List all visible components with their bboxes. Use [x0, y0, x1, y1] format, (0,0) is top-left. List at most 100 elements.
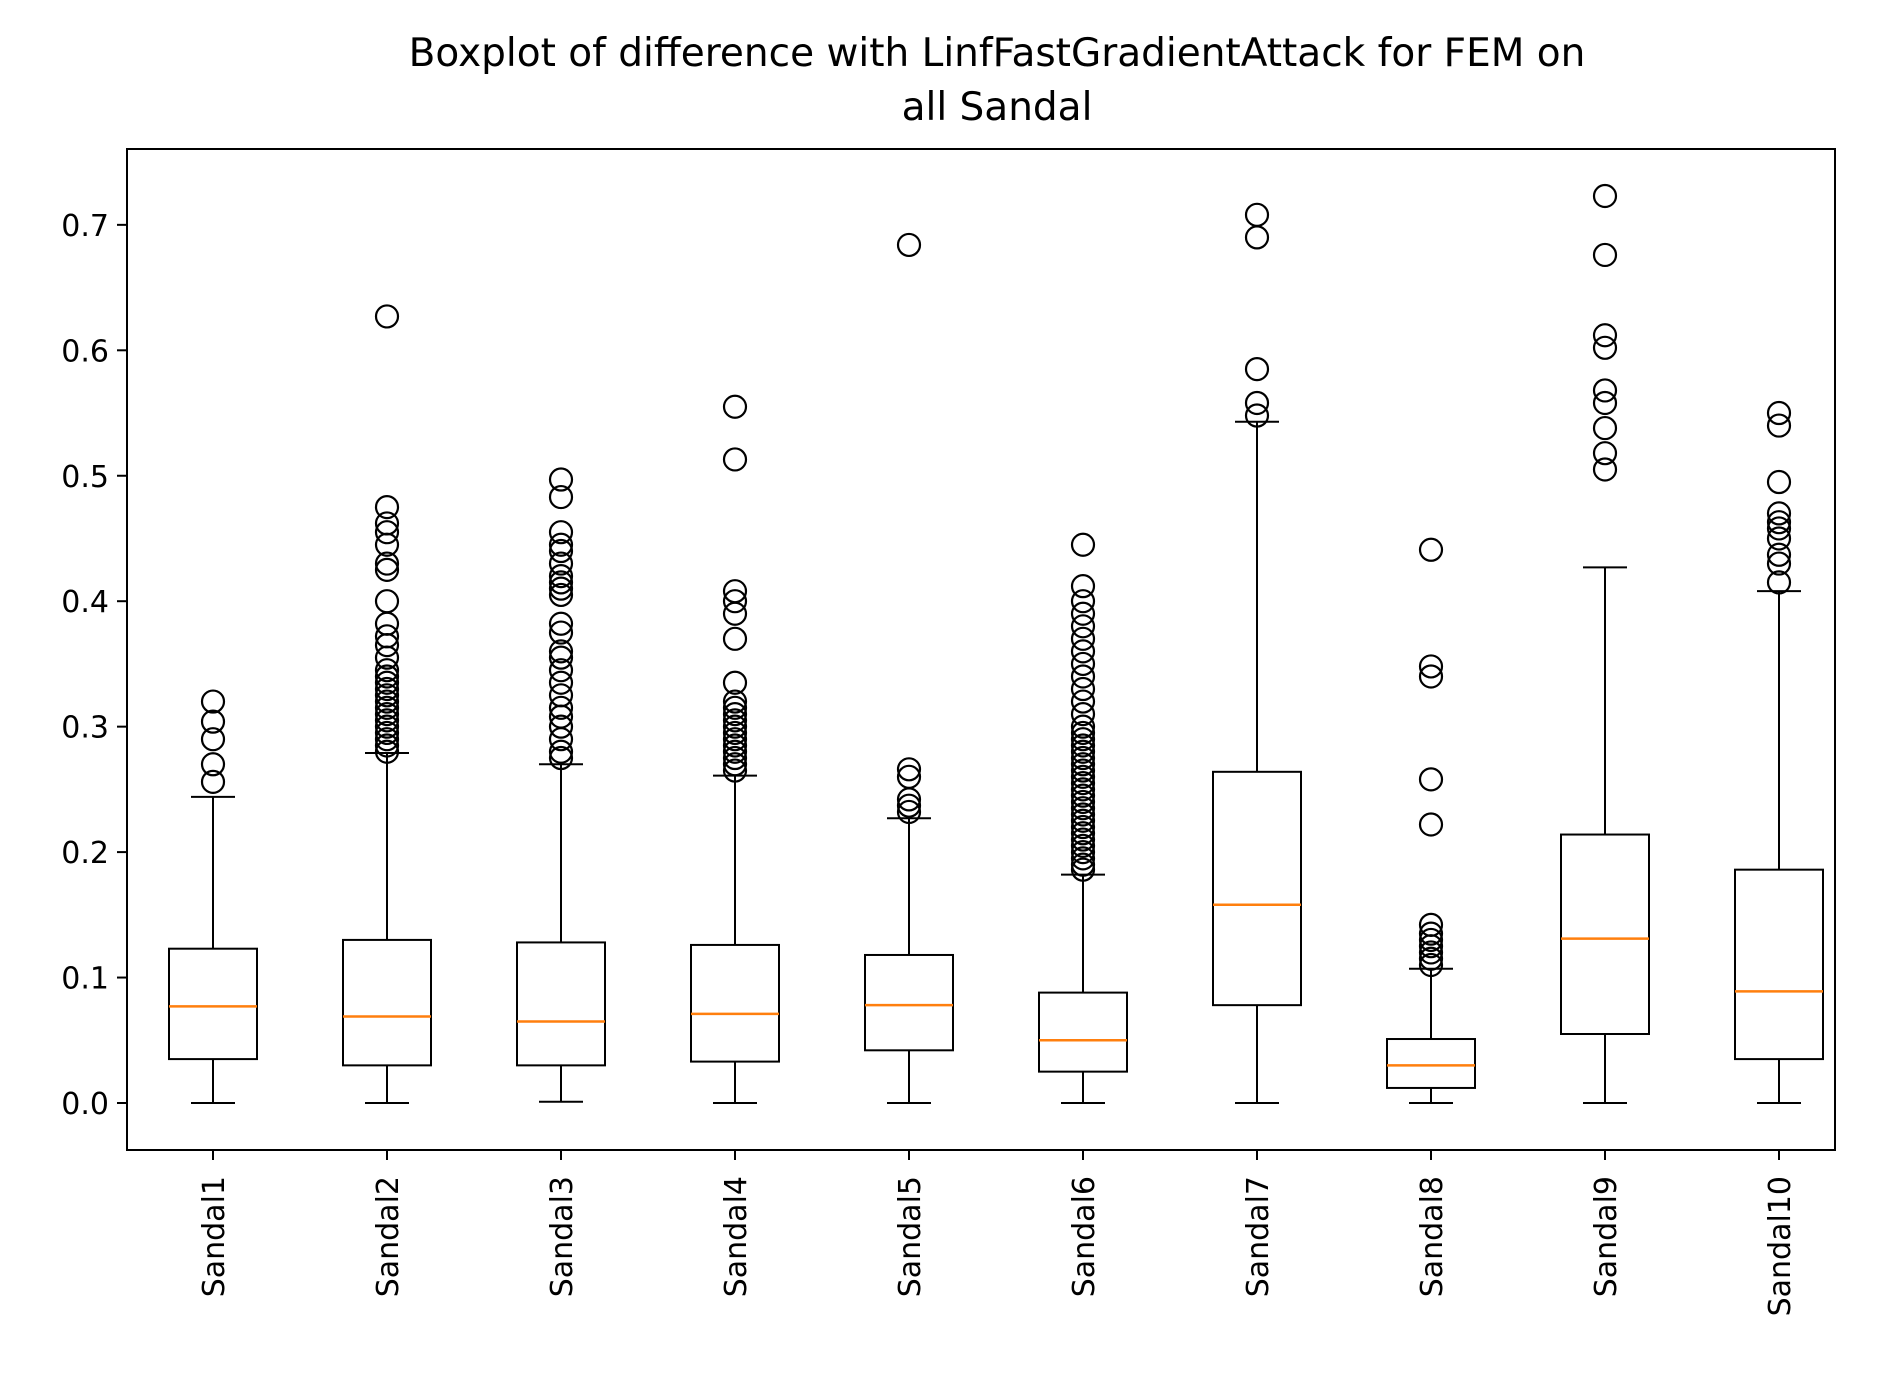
outlier-point: [1070, 783, 1096, 808]
outlier-point: [1592, 323, 1618, 348]
y-tick-label: 0.4: [61, 585, 109, 620]
outlier-point: [374, 676, 400, 702]
outlier-point: [1418, 654, 1444, 679]
outlier-point: [1070, 702, 1096, 727]
outlier-point: [1418, 952, 1444, 978]
outlier-point: [374, 304, 400, 329]
outlier-point: [1592, 441, 1618, 466]
outlier-point: [548, 645, 574, 670]
box-group-sandal6: [1038, 532, 1128, 1104]
outlier-point: [1070, 720, 1096, 746]
x-tick-label: Sandal6: [1067, 1176, 1102, 1297]
outlier-point: [1070, 814, 1096, 840]
outlier-point: [200, 752, 226, 777]
outlier-point: [1070, 651, 1096, 677]
x-tick-label: Sandal4: [719, 1176, 754, 1297]
outlier-point: [1070, 827, 1096, 852]
outlier-point: [722, 708, 748, 733]
y-tick-label: 0.5: [61, 460, 109, 495]
outlier-point: [374, 520, 400, 545]
outlier-point: [1070, 821, 1096, 846]
outlier-point: [200, 727, 226, 752]
outlier-point: [548, 739, 574, 764]
outlier-point: [548, 639, 574, 664]
outlier-point: [200, 769, 226, 794]
x-tick-label: Sandal9: [1589, 1176, 1624, 1297]
outlier-point: [722, 579, 748, 604]
box-iqr: [1038, 991, 1128, 1073]
outlier-point: [548, 695, 574, 720]
outlier-point: [722, 727, 748, 752]
outlier-point: [374, 733, 400, 758]
outlier-point: [1766, 400, 1792, 426]
outlier-point: [1070, 771, 1096, 796]
outlier-point: [1070, 758, 1096, 783]
outlier-point: [1070, 727, 1096, 752]
y-tick-label: 0.0: [61, 1087, 109, 1122]
box-group-sandal1: [168, 689, 258, 1104]
outlier-point: [722, 745, 748, 771]
outlier-point: [374, 727, 400, 752]
outlier-point: [1070, 664, 1096, 689]
outlier-point: [1070, 777, 1096, 802]
outlier-point: [722, 589, 748, 614]
outlier-point: [548, 576, 574, 601]
outlier-point: [548, 570, 574, 595]
box-group-sandal5: [864, 232, 954, 1104]
x-axis: Sandal1 Sandal2 Sandal3 Sandal4 Sandal5 Sanda…: [197, 1150, 1798, 1316]
outlier-point: [896, 799, 922, 825]
box-iqr: [342, 938, 432, 1067]
outlier-point: [1070, 639, 1096, 664]
outlier-point: [1766, 526, 1792, 551]
axes-frame: [126, 148, 1836, 1151]
x-tick-label: Sandal1: [197, 1176, 232, 1297]
x-tick-label: Sandal8: [1415, 1176, 1450, 1297]
outlier-point: [374, 702, 400, 727]
outlier-point: [722, 670, 748, 695]
outlier-point: [1070, 601, 1096, 626]
outlier-point: [1070, 808, 1096, 833]
outlier-point: [1070, 839, 1096, 865]
outlier-point: [896, 232, 922, 258]
outlier-point: [1244, 202, 1270, 227]
outlier-point: [374, 708, 400, 733]
outlier-point: [548, 683, 574, 708]
outlier-point: [1766, 413, 1792, 438]
box-group-sandal8: [1386, 537, 1476, 1104]
y-tick-label: 0.3: [61, 711, 109, 746]
box-group-sandal7: [1212, 202, 1302, 1104]
outlier-point: [1592, 390, 1618, 416]
outlier-point: [896, 764, 922, 789]
outlier-point: [1766, 551, 1792, 576]
x-tick-label: Sandal3: [545, 1176, 580, 1297]
outlier-point: [548, 582, 574, 608]
plot-area: [168, 183, 1824, 1104]
outlier-point: [1592, 242, 1618, 268]
box-iqr: [1560, 833, 1650, 1036]
outlier-point: [1592, 378, 1618, 403]
outlier-point: [1070, 796, 1096, 821]
x-tick-label: Sandal7: [1241, 1176, 1276, 1297]
outlier-point: [1766, 501, 1792, 526]
outlier-point: [1070, 589, 1096, 614]
box-group-sandal4: [690, 394, 780, 1104]
outlier-point: [548, 532, 574, 557]
outlier-point: [200, 709, 226, 734]
x-tick-label: Sandal10: [1763, 1176, 1798, 1316]
box-iqr: [864, 953, 954, 1052]
outlier-point: [1418, 921, 1444, 946]
outlier-point: [1766, 542, 1792, 567]
outlier-point: [200, 689, 226, 714]
outlier-point: [1418, 767, 1444, 792]
box-iqr: [168, 947, 258, 1061]
outlier-point: [548, 551, 574, 576]
box-iqr: [516, 941, 606, 1067]
box-group-sandal9: [1560, 183, 1650, 1104]
outlier-point: [548, 658, 574, 683]
outlier-point: [1070, 789, 1096, 815]
outlier-point: [1070, 614, 1096, 639]
outlier-point: [722, 702, 748, 727]
outlier-point: [722, 739, 748, 764]
outlier-point: [1070, 752, 1096, 777]
outlier-point: [374, 624, 400, 649]
